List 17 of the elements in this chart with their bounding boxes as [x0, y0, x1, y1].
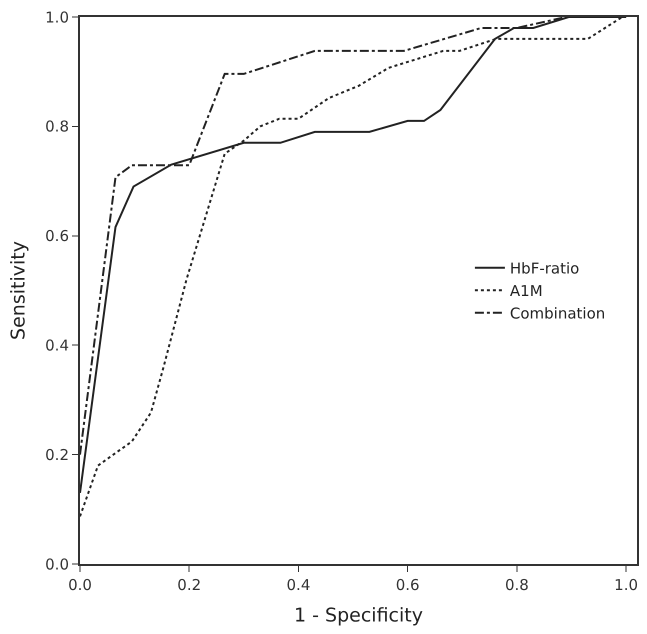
y-tick-label: 0.0 [45, 555, 69, 574]
y-tick-label: 0.2 [45, 446, 69, 464]
x-tick-label: 0.0 [68, 576, 92, 594]
x-axis-title: 1 - Specificity [294, 604, 423, 626]
x-tick-label: 1.0 [614, 576, 638, 594]
x-tick-label: 0.4 [286, 576, 310, 594]
y-tick-label: 0.6 [45, 227, 69, 246]
x-tick-label: 0.6 [396, 576, 420, 594]
y-axis-title: Sensitivity [7, 241, 30, 340]
legend-label: Combination [510, 304, 606, 323]
y-tick-label: 0.8 [45, 118, 69, 136]
x-tick-label: 0.8 [504, 576, 529, 594]
x-tick-label: 0.2 [177, 576, 202, 594]
y-tick-label: 0.4 [45, 336, 69, 354]
legend-label: HbF-ratio [510, 260, 580, 278]
legend-label: A1M [510, 282, 543, 300]
y-tick-label: 1.0 [45, 8, 69, 26]
